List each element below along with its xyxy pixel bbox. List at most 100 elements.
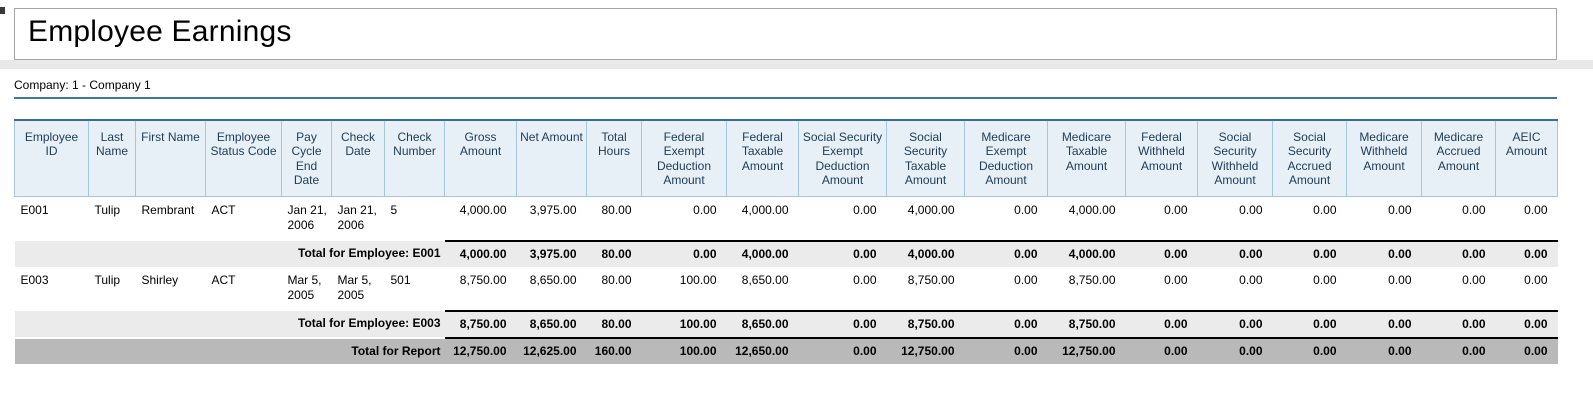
column-header-social-security-taxable-amount: Social Security Taxable Amount	[886, 120, 965, 197]
total-cell: 4,000.00	[726, 239, 799, 267]
total-cell: 0.00	[1495, 239, 1558, 267]
column-header-medicare-taxable-amount: Medicare Taxable Amount	[1047, 120, 1126, 197]
total-cell: 12,625.00	[516, 336, 587, 364]
data-cell: 8,750.00	[444, 266, 517, 311]
data-cell: 0.00	[1272, 266, 1347, 311]
data-cell: 0.00	[1495, 196, 1558, 241]
total-cell: 12,750.00	[886, 336, 965, 364]
data-cell: 4,000.00	[444, 196, 517, 241]
data-cell: 0.00	[1272, 196, 1347, 241]
data-cell: Jan 21, 2006	[331, 196, 385, 241]
data-cell: ACT	[205, 266, 282, 311]
data-cell: 8,750.00	[1047, 266, 1126, 311]
data-cell: 0.00	[1421, 266, 1496, 311]
data-cell: 0.00	[1346, 266, 1422, 311]
data-cell: 501	[384, 266, 445, 311]
data-cell: Jan 21, 2006	[281, 196, 332, 241]
total-cell: 0.00	[964, 336, 1048, 364]
total-cell: 0.00	[1346, 239, 1422, 267]
data-cell: 0.00	[1421, 196, 1496, 241]
data-cell: E001	[14, 196, 89, 241]
column-header-federal-exempt-deduction-amount: Federal Exempt Deduction Amount	[641, 120, 727, 197]
data-cell: Tulip	[88, 266, 136, 311]
total-cell: 8,650.00	[516, 309, 587, 338]
total-label: Total for Report	[14, 336, 445, 364]
data-cell: 0.00	[1495, 266, 1558, 311]
total-cell: 160.00	[586, 336, 642, 364]
total-cell: 0.00	[1125, 239, 1198, 267]
company-label: Company: 1 - Company 1	[14, 78, 151, 92]
data-cell: 5	[384, 196, 445, 241]
data-cell: 8,650.00	[726, 266, 799, 311]
column-header-aeic-amount: AEIC Amount	[1495, 120, 1558, 197]
table-row-e001: E001 Tulip Rembrant ACT Jan 21, 2006 Jan…	[14, 196, 1558, 241]
total-cell: 0.00	[1272, 309, 1347, 338]
column-header-social-security-accrued-amount: Social Security Accrued Amount	[1272, 120, 1347, 197]
total-cell: 0.00	[798, 336, 887, 364]
column-header-net-amount: Net Amount	[516, 120, 587, 197]
total-cell: 0.00	[798, 309, 887, 338]
column-header-medicare-accrued-amount: Medicare Accrued Amount	[1421, 120, 1496, 197]
total-row-report: Total for Report 12,750.00 12,625.00 160…	[14, 336, 1558, 364]
total-cell: 0.00	[1197, 309, 1273, 338]
total-cell: 100.00	[641, 309, 727, 338]
data-cell: 8,750.00	[886, 266, 965, 311]
data-cell: Mar 5, 2005	[281, 266, 332, 311]
total-label: Total for Employee: E003	[14, 310, 445, 338]
column-header-first-name: First Name	[135, 120, 206, 197]
data-cell: 100.00	[641, 266, 727, 311]
data-cell: 0.00	[1125, 266, 1198, 311]
data-cell: 4,000.00	[1047, 196, 1126, 241]
report-title-box: Employee Earnings	[14, 8, 1557, 60]
data-cell: E003	[14, 266, 89, 311]
table-header-row: Employee ID Last Name First Name Employe…	[14, 120, 1558, 197]
data-cell: 0.00	[964, 196, 1048, 241]
total-cell: 0.00	[1197, 336, 1273, 364]
data-cell: 3,975.00	[516, 196, 587, 241]
total-cell: 0.00	[798, 239, 887, 267]
data-cell: 0.00	[1346, 196, 1422, 241]
data-cell: ACT	[205, 196, 282, 241]
column-header-employee-id: Employee ID	[14, 120, 89, 197]
total-cell: 8,750.00	[886, 309, 965, 338]
total-cell: 0.00	[1495, 336, 1558, 364]
total-cell: 0.00	[964, 239, 1048, 267]
data-cell: 4,000.00	[886, 196, 965, 241]
total-cell: 12,750.00	[444, 336, 517, 364]
total-cell: 0.00	[1421, 309, 1496, 338]
total-cell: 100.00	[641, 336, 727, 364]
column-header-gross-amount: Gross Amount	[444, 120, 517, 197]
total-cell: 0.00	[641, 239, 727, 267]
column-header-federal-withheld-amount: Federal Withheld Amount	[1125, 120, 1198, 197]
column-header-check-date: Check Date	[331, 120, 385, 197]
total-cell: 0.00	[1125, 309, 1198, 338]
column-header-pay-cycle-end-date: Pay Cycle End Date	[281, 120, 332, 197]
page-title: Employee Earnings	[28, 15, 292, 48]
total-cell: 80.00	[586, 309, 642, 338]
total-cell: 8,750.00	[1047, 309, 1126, 338]
total-cell: 8,750.00	[444, 309, 517, 338]
data-cell: Rembrant	[135, 196, 206, 241]
data-cell: 8,650.00	[516, 266, 587, 311]
column-header-social-security-exempt-deduction-amount: Social Security Exempt Deduction Amount	[798, 120, 887, 197]
title-divider	[0, 60, 1593, 69]
data-cell: 0.00	[798, 196, 887, 241]
data-cell: 80.00	[586, 196, 642, 241]
total-row-employee-e001: Total for Employee: E001 4,000.00 3,975.…	[14, 239, 1558, 267]
total-cell: 12,750.00	[1047, 336, 1126, 364]
column-header-medicare-withheld-amount: Medicare Withheld Amount	[1346, 120, 1422, 197]
employee-earnings-table: Employee ID Last Name First Name Employe…	[14, 119, 1558, 364]
data-cell: Tulip	[88, 196, 136, 241]
total-cell: 3,975.00	[516, 239, 587, 267]
total-cell: 0.00	[1421, 336, 1496, 364]
data-cell: 0.00	[1125, 196, 1198, 241]
total-cell: 4,000.00	[444, 239, 517, 267]
total-cell: 0.00	[1346, 309, 1422, 338]
total-cell: 4,000.00	[886, 239, 965, 267]
data-cell: 4,000.00	[726, 196, 799, 241]
total-cell: 0.00	[1495, 309, 1558, 338]
column-header-social-security-withheld-amount: Social Security Withheld Amount	[1197, 120, 1273, 197]
total-cell: 4,000.00	[1047, 239, 1126, 267]
total-cell: 0.00	[1346, 336, 1422, 364]
